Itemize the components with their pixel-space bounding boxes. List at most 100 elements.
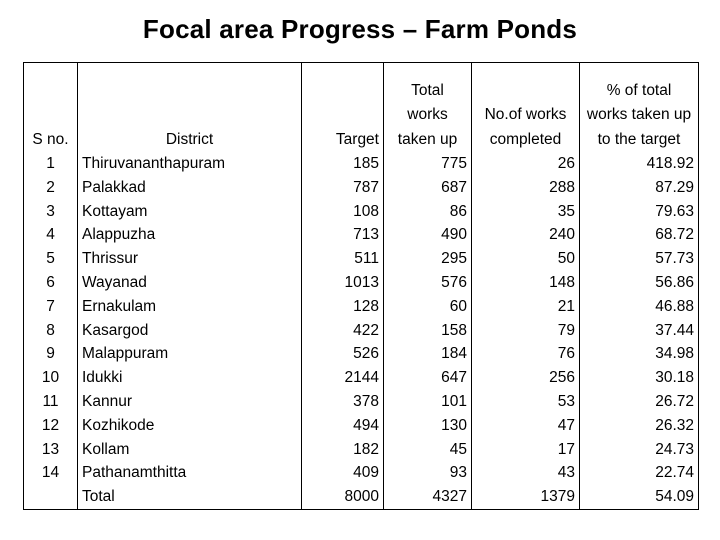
cell-total-works: 4327	[383, 485, 472, 510]
header-completed-line: No.of works	[484, 106, 567, 123]
table-header-row: S no. District Target Total works taken …	[23, 62, 699, 152]
cell-target: 409	[301, 461, 384, 486]
cell-percent: 68.72	[579, 223, 699, 248]
cell-percent: 24.73	[579, 437, 699, 462]
cell-total-works: 45	[383, 437, 472, 462]
table-row: 11 Kannur 378 101 53 26.72	[23, 389, 699, 414]
table-row: 7 Ernakulam 128 60 21 46.88	[23, 294, 699, 319]
cell-district: Kasargod	[77, 318, 302, 343]
cell-target: 185	[301, 152, 384, 176]
cell-completed: 26	[471, 152, 580, 176]
cell-sno: 7	[23, 294, 78, 319]
table-row: 1 Thiruvananthapuram 185 775 26 418.92	[23, 152, 699, 176]
header-district: District	[77, 62, 302, 152]
cell-completed: 47	[471, 413, 580, 438]
cell-district: Alappuzha	[77, 223, 302, 248]
cell-target: 108	[301, 199, 384, 224]
cell-completed: 1379	[471, 485, 580, 510]
cell-sno: 12	[23, 413, 78, 438]
farm-ponds-table: S no. District Target Total works taken …	[23, 62, 699, 510]
cell-target: 1013	[301, 270, 384, 295]
cell-percent: 46.88	[579, 294, 699, 319]
cell-sno: 13	[23, 437, 78, 462]
cell-total-works: 86	[383, 199, 472, 224]
cell-sno: 4	[23, 223, 78, 248]
cell-target: 511	[301, 247, 384, 271]
cell-percent: 418.92	[579, 152, 699, 176]
cell-target: 526	[301, 342, 384, 367]
header-total-works-line: Total	[411, 81, 444, 99]
cell-target: 378	[301, 389, 384, 414]
cell-district: Idukki	[77, 366, 302, 390]
cell-target: 8000	[301, 485, 384, 510]
cell-target: 494	[301, 413, 384, 438]
cell-total-works: 576	[383, 270, 472, 295]
cell-percent: 34.98	[579, 342, 699, 367]
cell-percent: 22.74	[579, 461, 699, 486]
cell-district: Thiruvananthapuram	[77, 152, 302, 176]
header-total-works-line: works	[407, 106, 448, 123]
cell-total-works: 775	[383, 152, 472, 176]
cell-district: Wayanad	[77, 270, 302, 295]
cell-completed: 79	[471, 318, 580, 343]
cell-completed: 17	[471, 437, 580, 462]
cell-target: 787	[301, 175, 384, 200]
cell-completed: 76	[471, 342, 580, 367]
page-title: Focal area Progress – Farm Ponds	[142, 14, 578, 44]
table-row: 12 Kozhikode 494 130 47 26.32	[23, 413, 699, 438]
header-sno: S no.	[23, 62, 78, 152]
table-body: 1 Thiruvananthapuram 185 775 26 418.92 2 Palakk…	[23, 152, 699, 510]
header-completed-line: completed	[489, 130, 562, 148]
cell-completed: 50	[471, 247, 580, 271]
header-percent-line: works taken up	[586, 106, 692, 123]
cell-percent: 56.86	[579, 270, 699, 295]
table-row: 8 Kasargod 422 158 79 37.44	[23, 318, 699, 343]
cell-sno: 10	[23, 366, 78, 390]
header-total-works-line: taken up	[397, 130, 458, 148]
table-row: 5 Thrissur 511 295 50 57.73	[23, 247, 699, 271]
cell-completed: 148	[471, 270, 580, 295]
cell-target: 422	[301, 318, 384, 343]
cell-total-works: 60	[383, 294, 472, 319]
cell-sno: 11	[23, 389, 78, 414]
table-row: 6 Wayanad 1013 576 148 56.86	[23, 270, 699, 295]
table-row: Total 8000 4327 1379 54.09	[23, 485, 699, 510]
cell-district: Kozhikode	[77, 413, 302, 438]
table-row: 9 Malappuram 526 184 76 34.98	[23, 342, 699, 367]
cell-percent: 26.72	[579, 389, 699, 414]
header-percent-line: % of total	[606, 81, 672, 99]
cell-district: Kottayam	[77, 199, 302, 224]
table-row: 10 Idukki 2144 647 256 30.18	[23, 366, 699, 390]
table-row: 3 Kottayam 108 86 35 79.63	[23, 199, 699, 224]
table-row: 2 Palakkad 787 687 288 87.29	[23, 175, 699, 200]
cell-completed: 43	[471, 461, 580, 486]
cell-completed: 288	[471, 175, 580, 200]
cell-district: Palakkad	[77, 175, 302, 200]
header-percent-line: to the target	[597, 130, 681, 148]
cell-district: Thrissur	[77, 247, 302, 271]
table-row: 14 Pathanamthitta 409 93 43 22.74	[23, 461, 699, 486]
cell-total-works: 158	[383, 318, 472, 343]
cell-percent: 54.09	[579, 485, 699, 510]
cell-percent: 26.32	[579, 413, 699, 438]
cell-sno: 5	[23, 247, 78, 271]
cell-percent: 30.18	[579, 366, 699, 390]
cell-district: Malappuram	[77, 342, 302, 367]
cell-target: 713	[301, 223, 384, 248]
cell-percent: 79.63	[579, 199, 699, 224]
table-row: 13 Kollam 182 45 17 24.73	[23, 437, 699, 462]
cell-sno: 1	[23, 152, 78, 176]
cell-total-works: 295	[383, 247, 472, 271]
cell-total-works: 93	[383, 461, 472, 486]
cell-sno: 3	[23, 199, 78, 224]
cell-total-works: 687	[383, 175, 472, 200]
cell-completed: 256	[471, 366, 580, 390]
cell-total-works: 647	[383, 366, 472, 390]
cell-total-works: 130	[383, 413, 472, 438]
cell-target: 2144	[301, 366, 384, 390]
cell-percent: 57.73	[579, 247, 699, 271]
cell-district: Ernakulam	[77, 294, 302, 319]
cell-sno: 2	[23, 175, 78, 200]
cell-total-works: 490	[383, 223, 472, 248]
cell-percent: 87.29	[579, 175, 699, 200]
